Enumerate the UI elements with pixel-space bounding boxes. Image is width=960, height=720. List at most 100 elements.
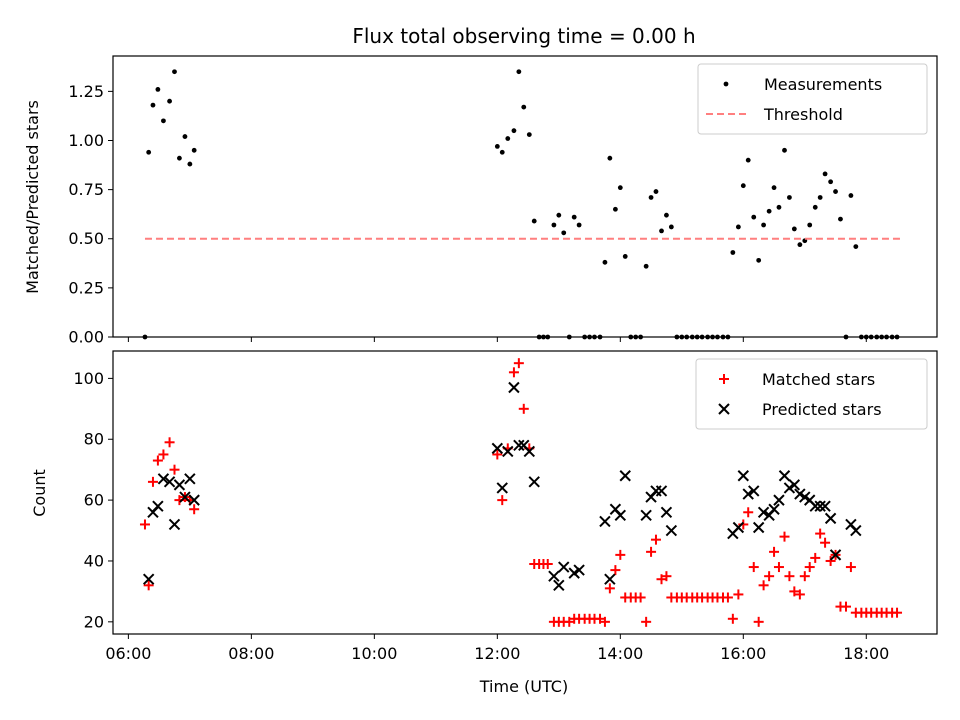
data-point [513, 439, 525, 452]
data-point [542, 559, 553, 570]
data-point [648, 195, 654, 200]
bottom-axis-ticks: 20 40 60 80 100 06:00 08:00 10:00 12:00 14:00 16:0… [73, 369, 889, 663]
data-point [748, 562, 759, 573]
data-point [828, 179, 834, 185]
legend-entry: Threshold [706, 105, 843, 124]
data-point [738, 519, 749, 530]
data-point [820, 537, 831, 548]
data-point [845, 562, 856, 573]
legend-label: Predicted stars [762, 400, 882, 419]
data-point [809, 500, 821, 512]
data-point [191, 147, 197, 153]
data-point [853, 244, 859, 250]
y-tick-label: 0.50 [68, 229, 104, 248]
data-point [788, 479, 801, 491]
x-tick-label: 08:00 [228, 644, 274, 663]
data-point [505, 136, 511, 141]
data-point [143, 580, 154, 591]
data-point [576, 222, 582, 228]
data-point [558, 561, 570, 573]
top-axes: Flux total observing time = 0.00 h Match… [23, 24, 938, 347]
data-point [825, 555, 836, 566]
data-point [499, 149, 505, 155]
data-point [523, 445, 536, 458]
data-point [158, 449, 169, 460]
y-tick-label: 1.00 [68, 131, 104, 150]
data-point [727, 613, 738, 624]
data-point [814, 500, 826, 512]
data-point [660, 506, 673, 518]
legend-entry: Matched stars [719, 370, 875, 389]
data-point [556, 212, 562, 218]
data-point [653, 189, 659, 194]
data-point [155, 87, 161, 92]
data-point [892, 607, 903, 618]
bottom-legend: Matched stars Predicted stars [695, 358, 928, 430]
data-point [147, 476, 158, 487]
data-point [804, 562, 815, 573]
data-point [737, 470, 750, 482]
data-point [184, 473, 196, 485]
bottom-series [139, 358, 903, 627]
top-chart-title: Flux total observing time = 0.00 h [352, 24, 695, 48]
data-point [526, 132, 532, 138]
data-point [152, 455, 163, 466]
x-tick-label: 18:00 [843, 644, 889, 663]
data-point [622, 254, 628, 259]
data-point [169, 464, 180, 475]
bottom-y-axis-label: Count [30, 469, 49, 517]
data-point [771, 185, 777, 191]
y-tick-label: 100 [73, 369, 104, 388]
data-point [599, 616, 610, 627]
data-point [807, 222, 813, 228]
data-point [776, 204, 782, 210]
data-point [508, 367, 519, 378]
data-point [812, 204, 818, 210]
data-point [163, 476, 176, 488]
data-point [840, 601, 851, 612]
data-point [492, 449, 503, 460]
data-point [152, 500, 164, 512]
y-tick-label: 20 [84, 612, 104, 631]
data-point [748, 485, 760, 497]
legend-box [695, 358, 928, 430]
data-point [810, 552, 821, 563]
data-point [139, 519, 150, 530]
x-tick-label: 14:00 [597, 644, 643, 663]
data-point [756, 257, 762, 263]
data-point [179, 491, 191, 503]
data-point [743, 507, 754, 518]
data-point [753, 616, 764, 627]
data-point [784, 571, 795, 582]
data-point [513, 358, 524, 369]
data-point [146, 149, 152, 155]
data-point [551, 222, 557, 228]
data-point [655, 485, 668, 497]
data-point [614, 509, 627, 522]
data-point [766, 208, 772, 214]
data-point [188, 494, 200, 506]
data-point [604, 583, 615, 594]
data-point [150, 102, 156, 108]
data-point [815, 528, 826, 539]
x-tick-label: 10:00 [351, 644, 397, 663]
data-point [602, 259, 608, 265]
y-tick-label: 60 [84, 491, 104, 510]
data-point [850, 524, 862, 537]
data-point [189, 504, 200, 515]
data-point [764, 571, 775, 582]
top-y-axis-label: Matched/Predicted stars [23, 100, 42, 294]
data-point [659, 228, 664, 234]
data-point [768, 503, 780, 515]
data-point [531, 218, 537, 224]
data-point [829, 549, 842, 561]
data-point [164, 437, 175, 448]
data-point [819, 500, 831, 512]
data-point [664, 212, 669, 218]
data-point [640, 509, 652, 522]
data-point [833, 189, 838, 194]
bottom-x-axis-label: Time (UTC) [479, 677, 568, 696]
data-point [668, 224, 674, 230]
data-point [161, 118, 166, 124]
data-point [722, 592, 733, 603]
